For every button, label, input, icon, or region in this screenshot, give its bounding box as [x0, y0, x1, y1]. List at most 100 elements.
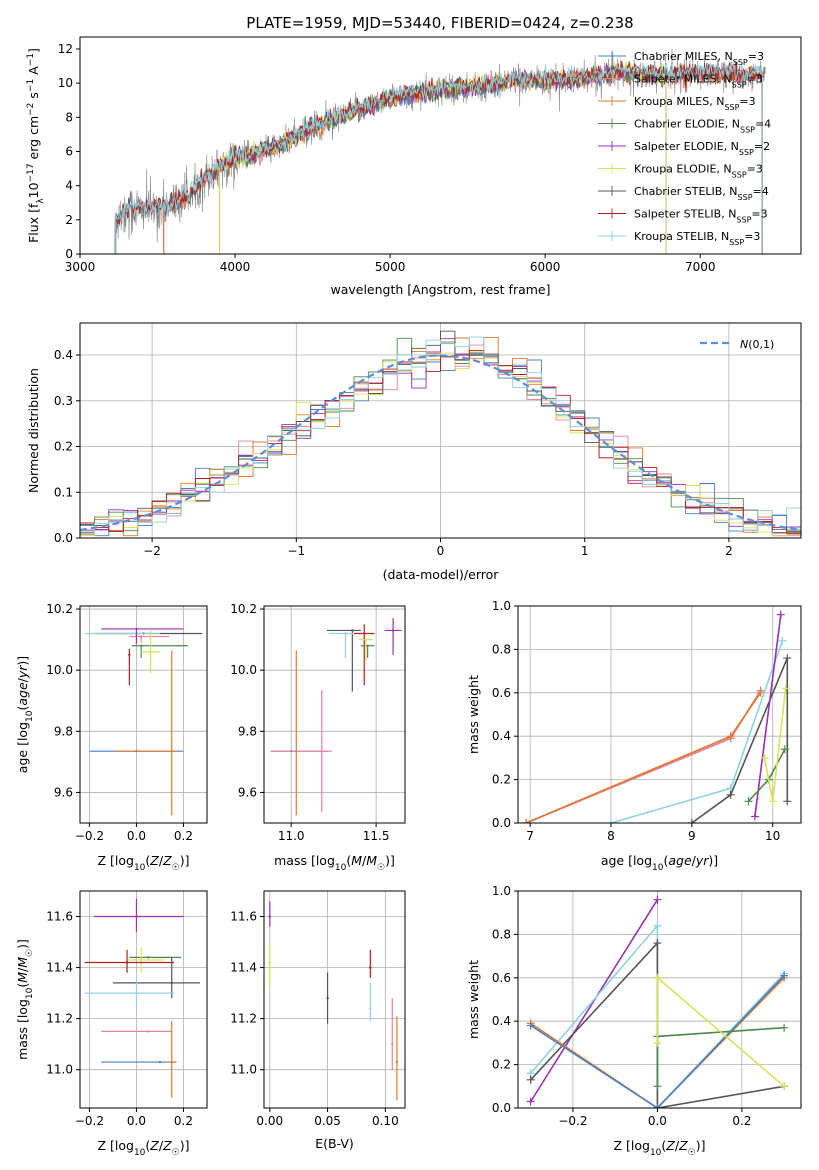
y-tick-label: 0.6: [492, 686, 511, 700]
data-point: [344, 632, 347, 635]
series-marker: [768, 797, 777, 806]
y-axis-label: mass weight: [466, 675, 481, 754]
series-marker: [522, 819, 531, 823]
label-part: )]: [385, 853, 395, 868]
legend-tail: =3: [747, 163, 763, 176]
data-point: [147, 956, 150, 959]
data-point: [125, 961, 129, 964]
y-tick-label: 9.8: [54, 724, 73, 738]
label-part: mass [log: [15, 999, 30, 1060]
spectrum-model-line: [115, 61, 763, 254]
series-marker: [726, 790, 735, 799]
series-marker: [726, 732, 735, 741]
y-tick-label: 10.2: [46, 602, 73, 616]
series-marker: [781, 684, 790, 693]
data-point: [363, 632, 366, 635]
label-part: −2: [26, 103, 36, 116]
label-part: age [log: [601, 853, 652, 868]
data-point: [320, 749, 323, 753]
y-tick-label: 12: [58, 42, 73, 56]
x-tick-label: −0.2: [75, 1114, 104, 1128]
data-point: [364, 638, 368, 641]
label-part: ☉: [377, 863, 385, 873]
x-tick-label: 11.5: [363, 829, 390, 843]
label-part: Flux [f: [26, 203, 41, 243]
label-part: age [log: [15, 722, 30, 773]
x-tick-label: 0: [437, 544, 445, 558]
legend-entry: Chabrier MILES, NSSP=3: [634, 50, 764, 67]
label-part: 10: [25, 987, 35, 999]
series-line: [525, 692, 762, 823]
label-part: (: [663, 853, 668, 868]
label-part: )]: [15, 656, 30, 666]
series-line: [530, 975, 785, 1108]
data-point: [391, 1042, 394, 1046]
label-part: 10: [134, 863, 146, 873]
label-part: /: [675, 1138, 680, 1153]
y-tick-label: 10.0: [230, 663, 257, 677]
y-tick-label: 0.4: [492, 729, 511, 743]
legend-sub: SSP: [733, 58, 748, 67]
plot-area: [270, 618, 402, 816]
data-point: [351, 629, 354, 632]
legend-tail: =3: [744, 230, 760, 243]
x-tick-label: 0.2: [174, 1114, 193, 1128]
legend-sub: SSP: [736, 215, 751, 224]
label-part: −1: [26, 79, 36, 92]
label-part: 10: [26, 182, 41, 198]
label-part: (: [145, 853, 150, 868]
y-tick-label: 0: [65, 247, 73, 261]
label-part: ☉: [172, 1148, 180, 1158]
legend-tail: =2: [754, 140, 770, 153]
label-part: (: [145, 1138, 150, 1153]
panel-z-weight: −0.2 0.0 0.2 0.0 0.2 0.4 0.6 0.8 1.0 mass weight Z…: [466, 884, 802, 1158]
y-tick-label: 10: [58, 76, 73, 90]
label-part: M: [366, 853, 377, 868]
data-point: [369, 1007, 372, 1010]
label-part: /: [159, 853, 164, 868]
y-tick-label: 11.0: [46, 1063, 73, 1077]
x-axis-label: age [log10(age/yr)]: [601, 853, 718, 873]
series-marker: [653, 921, 662, 930]
legend-label-rest: (0,1): [748, 338, 774, 351]
y-tick-label: 11.4: [46, 961, 73, 975]
x-tick-label: 2: [725, 544, 733, 558]
y-tick-label: 0.4: [492, 1014, 511, 1028]
x-tick-label: 11.0: [278, 829, 305, 843]
label-part: Z: [162, 853, 172, 868]
y-tick-label: 0.2: [492, 1058, 511, 1072]
x-tick-label: 8: [607, 829, 615, 843]
x-tick-label: 7000: [685, 260, 716, 274]
series-marker: [778, 636, 787, 645]
panel-z-mass: −0.2 0.0 0.211.011.211.411.6Z [log10(Z/Z☉)…: [15, 890, 208, 1158]
axes-frame: [79, 36, 802, 255]
data-point: [391, 629, 395, 632]
y-tick-label: 0.0: [492, 1101, 511, 1115]
label-part: (: [15, 706, 30, 711]
data-point: [135, 915, 138, 918]
legend-entry: Chabrier STELIB, NSSP=4: [634, 185, 769, 202]
y-tick-label: 10.0: [46, 663, 73, 677]
legend-entry: Kroupa STELIB, NSSP=3: [634, 230, 760, 247]
y-tick-label: 11.2: [46, 1012, 73, 1026]
plot-area: [526, 895, 789, 1108]
series-marker: [744, 797, 753, 806]
label-part: /: [15, 677, 30, 682]
label-part: (: [661, 1138, 666, 1153]
axes-frame: [263, 605, 406, 824]
label-part: Z: [665, 1138, 675, 1153]
legend-label: Kroupa STELIB, N: [634, 230, 729, 243]
x-tick-label: 5000: [375, 260, 406, 274]
x-tick-label: 1: [581, 544, 589, 558]
plot-area: [84, 627, 203, 816]
label-part: M: [15, 957, 30, 968]
series-marker: [756, 688, 765, 697]
x-tick-label: 6000: [530, 260, 561, 274]
series-line: [656, 1026, 785, 1087]
series-line: [691, 657, 789, 823]
series-marker: [780, 971, 789, 980]
series-marker: [783, 797, 792, 806]
series-marker: [653, 939, 662, 948]
y-axis-label: mass weight: [466, 960, 481, 1039]
